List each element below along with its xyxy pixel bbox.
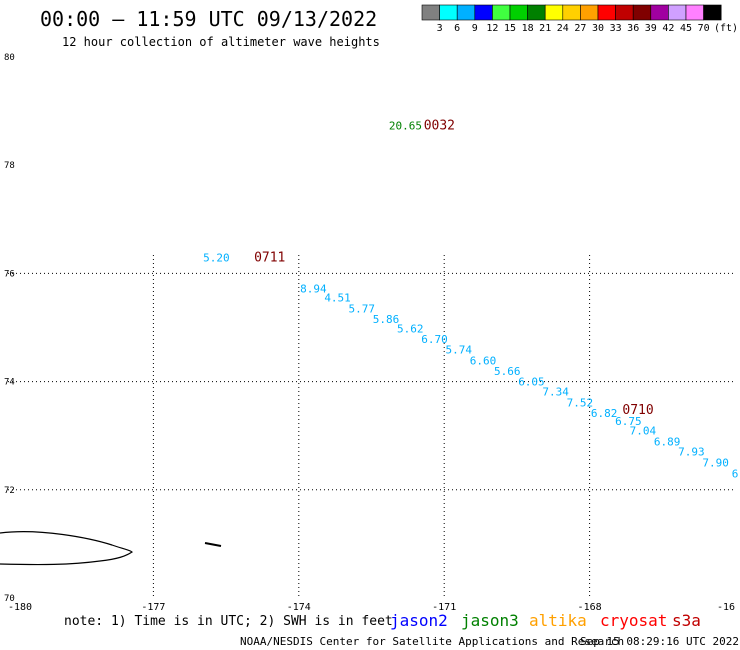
satellite-legend-jason3: jason3	[461, 611, 519, 630]
colorbar-swatch	[474, 4, 493, 21]
colorbar-swatch	[615, 4, 634, 21]
colorbar-swatch	[439, 4, 458, 21]
y-tick-labels: 80 78 76 74 72 70	[4, 53, 15, 604]
wave-height-value: 7.04	[630, 425, 657, 438]
colorbar-swatch	[597, 4, 616, 21]
colorbar-swatch	[703, 4, 722, 21]
colorbar-swatch	[527, 4, 546, 21]
satellite-legend-jason2: jason2	[390, 611, 448, 630]
colorbar-swatch	[562, 4, 581, 21]
colorbar-swatch	[580, 4, 599, 21]
wave-height-value: 5.74	[445, 343, 472, 356]
coastline	[0, 531, 222, 566]
colorbar-swatch	[632, 4, 652, 21]
y-tick-label: 74	[4, 378, 15, 388]
wave-height-value: 6.89	[654, 435, 681, 448]
pass-time-label: 0711	[254, 250, 285, 265]
colorbar-swatch	[492, 4, 511, 21]
colorbar-label: 39	[645, 23, 657, 34]
colorbar-swatch	[685, 4, 704, 21]
colorbar-label: 30	[592, 23, 604, 34]
y-tick-label: 72	[4, 486, 15, 496]
colorbar-label: 12	[486, 23, 498, 34]
colorbar-label: 21	[539, 23, 551, 34]
wave-height-value: 5.20	[203, 251, 230, 264]
pass-time-label: 0710	[622, 403, 653, 418]
y-tick-label: 76	[4, 269, 15, 279]
wave-height-value: 7.90	[702, 457, 729, 470]
colorbar-swatch	[456, 4, 476, 21]
x-tick-label: -180	[8, 602, 32, 613]
colorbar-swatch	[421, 4, 440, 21]
chart-title: 00:00 – 11:59 UTC 09/13/2022	[40, 7, 377, 31]
wave-height-value: 6	[732, 467, 739, 480]
colorbar-label: 6	[454, 23, 460, 34]
footer-timestamp: Sep 15 08:29:16 UTC 2022	[580, 635, 739, 648]
wave-height-value: 5.86	[373, 313, 400, 326]
colorbar-legend: 3 6 9 12 15 18 21 24 27 30 33 36 39 42 45 70	[421, 4, 722, 34]
wave-height-value: 6.05	[518, 375, 545, 388]
wave-height-value: 6.60	[470, 354, 497, 367]
colorbar-label: 27	[574, 23, 586, 34]
wave-height-labels: 20.65 5.20 8.944.515.775.865.626.705.746.6…	[203, 119, 738, 480]
wave-height-value: 20.65	[389, 119, 422, 132]
wave-height-value: 6.82	[591, 407, 618, 420]
colorbar-swatch	[509, 4, 528, 21]
wave-height-value: 7.93	[678, 446, 705, 459]
colorbar-label: 45	[680, 23, 692, 34]
colorbar-label: 24	[557, 23, 569, 34]
colorbar-swatch	[650, 4, 669, 21]
x-tick-label: -171	[432, 602, 456, 613]
x-tick-labels: -180 -177 -174 -171 -168 -16	[8, 602, 735, 613]
wave-height-value: 7.34	[542, 386, 569, 399]
pass-time-labels: 0032 0711 0710	[254, 118, 654, 418]
colorbar-label: 9	[472, 23, 478, 34]
satellite-legend-s3a: s3a	[672, 611, 701, 630]
colorbar-label: 18	[522, 23, 534, 34]
satellite-legend-altika: altika	[529, 611, 587, 630]
colorbar-label: 42	[662, 23, 674, 34]
wave-height-value: 8.94	[300, 282, 327, 295]
wave-height-value: 4.51	[324, 292, 351, 305]
colorbar-swatch	[668, 4, 687, 21]
y-tick-label: 70	[4, 594, 15, 604]
colorbar-label: 70	[698, 23, 710, 34]
pass-time-label: 0032	[424, 118, 455, 133]
footer-note: note: 1) Time is in UTC; 2) SWH is in fe…	[64, 614, 393, 629]
x-tick-label: -174	[287, 602, 311, 613]
x-tick-label: -177	[141, 602, 165, 613]
chart-subtitle: 12 hour collection of altimeter wave hei…	[62, 35, 380, 49]
wave-height-value: 5.66	[494, 365, 521, 378]
satellite-legend-cryosat: cryosat	[600, 611, 667, 630]
satellite-legend: jason2 jason3 altika cryosat s3a	[390, 611, 701, 630]
colorbar-label: 36	[627, 23, 639, 34]
colorbar-label: 15	[504, 23, 516, 34]
colorbar-swatch	[544, 4, 564, 21]
wave-height-value: 7.52	[567, 396, 594, 409]
wave-height-value: 6.75	[615, 415, 642, 428]
x-tick-label: -168	[578, 602, 602, 613]
colorbar-label: 3	[437, 23, 443, 34]
footer-credit: NOAA/NESDIS Center for Satellite Applica…	[240, 635, 624, 648]
y-tick-label: 78	[4, 161, 15, 171]
wave-height-value: 5.77	[349, 302, 376, 315]
colorbar-unit: (ft)	[714, 23, 738, 34]
wave-height-value: 5.62	[397, 322, 424, 335]
wave-height-value: 6.70	[421, 333, 448, 346]
x-tick-label: -16	[717, 602, 735, 613]
y-tick-label: 80	[4, 53, 15, 63]
colorbar-label: 33	[610, 23, 622, 34]
